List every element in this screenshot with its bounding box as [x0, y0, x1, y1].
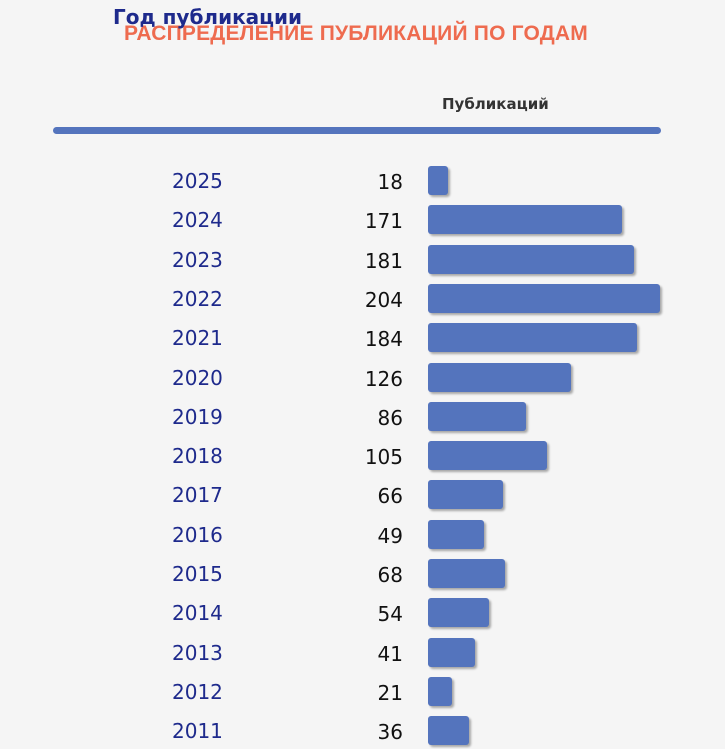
chart-row: 2013 41	[0, 636, 725, 670]
year-link[interactable]: 2022	[172, 286, 223, 311]
publication-bar	[428, 441, 548, 471]
year-link[interactable]: 2015	[172, 562, 223, 586]
chart-row: 2015 68	[0, 557, 725, 591]
year-link[interactable]: 2012	[172, 679, 223, 704]
year-link[interactable]: 2024	[172, 208, 223, 233]
year-column-header: Год публикации	[113, 5, 303, 29]
chart-row: 2023 181	[0, 243, 725, 277]
publication-bar	[428, 283, 660, 313]
year-link[interactable]: 2013	[172, 640, 223, 665]
chart-row: 2024 171	[0, 203, 725, 237]
publication-bar	[428, 716, 469, 746]
chart-row: 2014 54	[0, 596, 725, 630]
chart-title: РАСПРЕДЕЛЕНИЕ ПУБЛИКАЦИЙ ПО ГОДАМ	[124, 22, 588, 45]
publication-count: 68	[377, 563, 403, 587]
publication-count: 54	[377, 602, 403, 627]
chart-row: 2025 18	[0, 164, 725, 198]
publication-bar	[428, 676, 452, 706]
chart-row: 2019 86	[0, 400, 725, 434]
year-link[interactable]: 2021	[172, 326, 223, 351]
publication-bar	[428, 401, 526, 431]
publication-count: 21	[377, 680, 403, 705]
publication-count: 36	[377, 720, 403, 745]
year-link[interactable]: 2023	[172, 247, 223, 272]
year-link[interactable]: 2016	[172, 522, 223, 547]
chart-row: 2011 36	[0, 714, 725, 748]
publication-bar	[428, 519, 484, 549]
publication-count: 171	[364, 209, 403, 234]
publication-count: 126	[364, 366, 403, 391]
publication-count: 49	[377, 523, 403, 548]
publication-bar	[428, 559, 506, 588]
publication-bar	[428, 598, 490, 628]
year-link[interactable]: 2020	[172, 365, 223, 390]
publication-bar	[428, 166, 449, 195]
year-link[interactable]: 2018	[172, 444, 223, 469]
publication-count: 204	[364, 287, 403, 312]
year-link[interactable]: 2011	[172, 719, 223, 744]
publications-column-header: Публикаций	[442, 95, 549, 113]
header-divider	[53, 127, 661, 134]
year-link[interactable]: 2025	[172, 169, 223, 193]
publication-count: 184	[364, 327, 403, 352]
publication-count: 18	[377, 170, 403, 194]
year-link[interactable]: 2019	[172, 404, 223, 429]
publication-bar	[428, 480, 504, 510]
year-link[interactable]: 2014	[172, 601, 223, 626]
publication-count: 66	[377, 484, 403, 509]
publication-bar	[428, 362, 572, 392]
chart-row: 2018 105	[0, 439, 725, 473]
publication-bar	[428, 205, 623, 235]
chart-row: 2020 126	[0, 361, 725, 395]
publication-bar	[428, 323, 638, 353]
publication-count: 41	[377, 641, 403, 666]
publication-count: 181	[364, 248, 403, 273]
chart-row: 2021 184	[0, 321, 725, 355]
chart-row: 2017 66	[0, 478, 725, 512]
chart-row: 2016 49	[0, 518, 725, 552]
chart-row: 2012 21	[0, 675, 725, 709]
publication-bar	[428, 637, 475, 667]
publication-bar	[428, 244, 634, 274]
publication-count: 86	[377, 405, 403, 430]
chart-row: 2022 204	[0, 282, 725, 316]
publication-count: 105	[364, 445, 403, 470]
year-link[interactable]: 2017	[172, 483, 223, 508]
